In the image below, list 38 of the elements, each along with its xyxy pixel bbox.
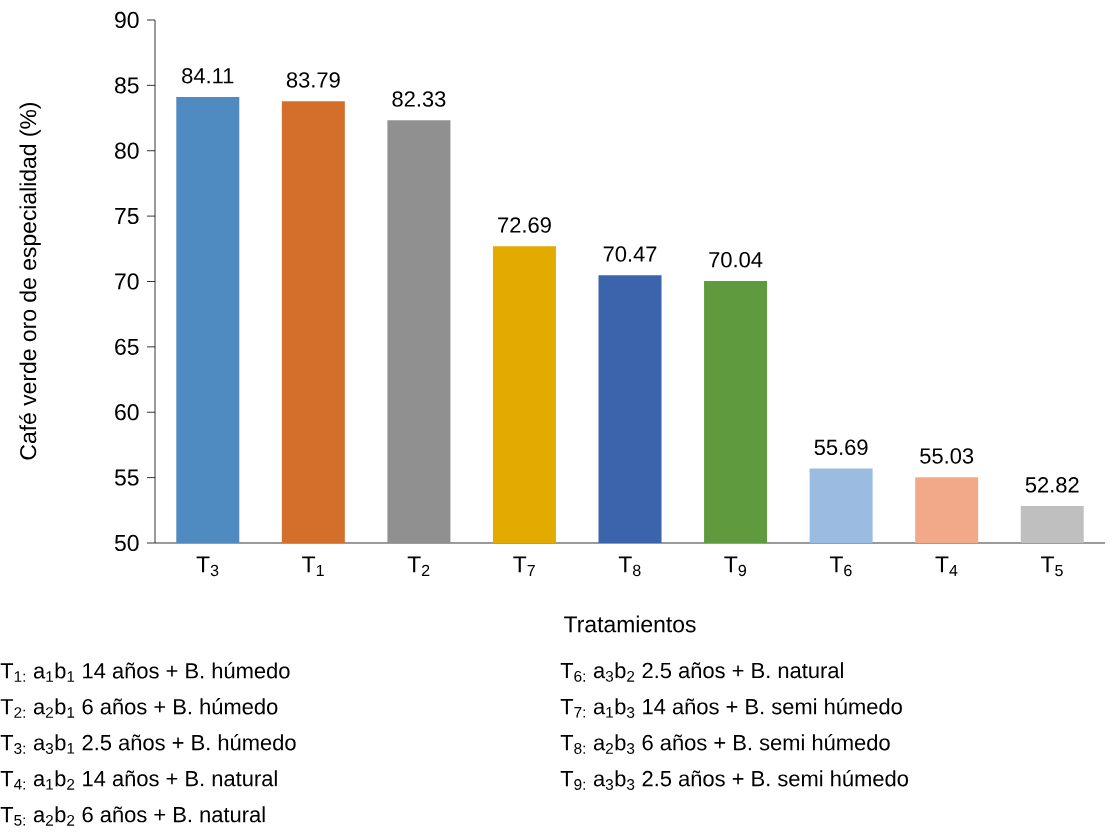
text: T$_{7:}$ a$_{1}$b$_{3}$ 14 años + B. semi húmedo [560, 698, 902, 718]
data-label: 55.03 [920, 448, 974, 464]
y-tick-label: 65 [115, 338, 139, 355]
x-tick-label: T$_{5}$ [1041, 556, 1063, 577]
data-label: 83.79 [286, 72, 340, 88]
x-tick-label: T$_{7}$ [513, 556, 535, 576]
data-label: 52.82 [1025, 477, 1079, 493]
data-label: 72.69 [498, 217, 551, 233]
data-label: 84.11 [182, 67, 234, 84]
y-axis-title: Café verde oro de especialidad (%) [19, 102, 41, 460]
data-label: 70.04 [709, 251, 763, 268]
y-tick-label: 85 [115, 77, 139, 94]
data-label: 55.69 [814, 439, 868, 456]
x-tick-label: T$_{2}$ [407, 556, 430, 576]
y-tick-label: 90 [115, 11, 139, 29]
x-axis-title: Tratamientos [564, 615, 696, 633]
x-tick-label: T$_{3}$ [196, 556, 219, 577]
text: T$_{4:}$ a$_{1}$b$_{2}$ 14 años + B. natural [0, 770, 277, 790]
x-tick-label: T$_{1}$ [302, 556, 324, 576]
text: T$_{9:}$ a$_{3}$b$_{3}$ 2.5 años + B. semi húmedo [560, 770, 908, 790]
data-label: 70.47 [603, 246, 657, 262]
text: T$_{5:}$ a$_{2}$b$_{2}$ 6 años + B. natural [0, 806, 265, 826]
text: T$_{3:}$ a$_{3}$b$_{1}$ 2.5 años + B. húmedo [0, 734, 296, 754]
text: T$_{8:}$ a$_{2}$b$_{3}$ 6 años + B. semi húmedo [560, 734, 890, 754]
x-tick-label: T$_{8}$ [618, 556, 641, 577]
y-tick-label: 55 [114, 469, 139, 486]
y-tick-label: 80 [115, 142, 139, 159]
x-tick-label: T$_{9}$ [724, 556, 747, 577]
data-label: 82.33 [392, 91, 446, 107]
text: T$_{1:}$ a$_{1}$b$_{1}$ 14 años + B. húmedo [0, 662, 290, 682]
x-tick-label: T$_{4}$ [935, 556, 958, 576]
text: T$_{2:}$ a$_{2}$b$_{1}$ 6 años + B. húmedo [0, 698, 278, 718]
x-tick-label: T$_{6}$ [829, 556, 852, 577]
y-tick-label: 50 [114, 534, 139, 552]
y-tick-label: 75 [115, 208, 139, 225]
y-tick-label: 60 [115, 404, 139, 421]
y-tick-label: 70 [115, 273, 139, 290]
text: T$_{6:}$ a$_{3}$b$_{2}$ 2.5 años + B. natural [560, 662, 843, 682]
